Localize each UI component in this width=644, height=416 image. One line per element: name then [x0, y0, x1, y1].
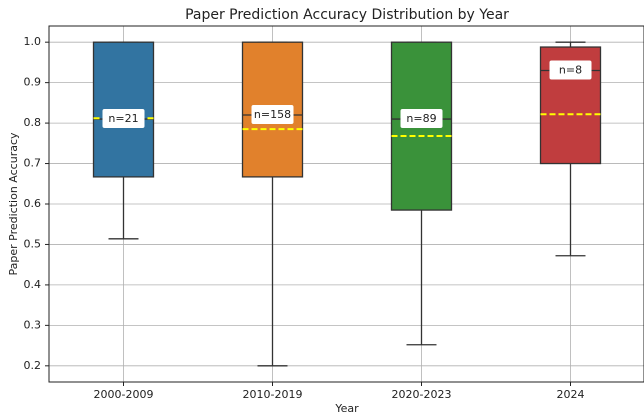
y-tick-label: 0.6 [24, 197, 42, 210]
plot-frame [48, 25, 644, 383]
label-box [549, 60, 592, 80]
y-tick-label: 0.3 [24, 318, 42, 331]
y-tick-label: 0.8 [24, 116, 42, 129]
count-label: n=89 [406, 112, 436, 125]
x-tick-label: 2020-2023 [392, 388, 452, 401]
label-box [251, 105, 294, 124]
x-axis-label: Year [334, 402, 359, 415]
label-box [400, 109, 443, 129]
y-tick-label: 1.0 [24, 35, 42, 48]
count-label: n=8 [559, 64, 582, 77]
count-label: n=21 [108, 112, 138, 125]
count-label: n=158 [254, 108, 291, 121]
x-tick-label: 2000-2009 [94, 388, 154, 401]
y-tick-label: 0.7 [24, 157, 42, 170]
x-tick-label: 2010-2019 [243, 388, 303, 401]
y-tick-label: 0.9 [24, 76, 42, 89]
label-box [102, 109, 145, 129]
x-tick-label: 2024 [557, 388, 585, 401]
y-axis-label: Paper Prediction Accuracy [7, 132, 20, 276]
chart-title: Paper Prediction Accuracy Distribution b… [185, 7, 509, 23]
y-tick-label: 0.4 [24, 278, 42, 291]
y-tick-label: 0.2 [24, 359, 42, 372]
y-tick-label: 0.5 [24, 237, 42, 250]
